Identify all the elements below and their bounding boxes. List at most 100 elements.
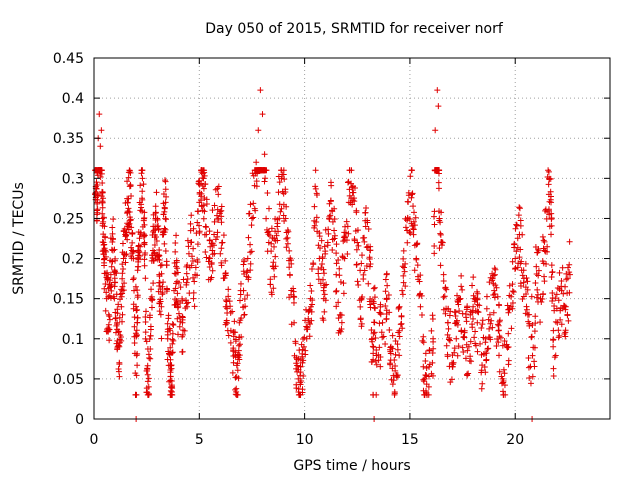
data-point — [420, 363, 427, 370]
data-point — [323, 281, 330, 288]
data-point — [397, 321, 404, 328]
data-point — [474, 295, 481, 302]
data-point — [278, 205, 285, 212]
data-point — [556, 332, 563, 339]
data-point — [548, 210, 555, 217]
data-point — [566, 261, 573, 268]
data-point — [396, 303, 403, 310]
data-point — [225, 293, 232, 300]
data-point — [111, 246, 118, 253]
data-point — [373, 361, 380, 368]
data-point — [122, 259, 129, 266]
data-point — [131, 314, 138, 321]
data-point — [554, 285, 561, 292]
data-point — [528, 333, 535, 340]
data-point — [402, 283, 409, 290]
data-point — [335, 315, 342, 322]
data-point — [370, 330, 377, 337]
data-point — [319, 253, 326, 260]
data-point — [458, 283, 465, 290]
data-point — [379, 334, 386, 341]
data-point — [306, 333, 313, 340]
data-point — [183, 270, 190, 277]
data-point — [248, 215, 255, 222]
data-point — [343, 218, 350, 225]
data-point — [545, 167, 552, 174]
data-point — [531, 328, 538, 335]
data-point — [123, 251, 130, 258]
data-point — [422, 350, 429, 357]
data-point — [158, 335, 165, 342]
data-point — [440, 271, 447, 278]
data-point — [100, 242, 107, 249]
data-point — [126, 220, 133, 227]
data-point — [373, 391, 380, 398]
data-point — [493, 343, 500, 350]
data-point — [176, 323, 183, 330]
data-point — [354, 227, 361, 234]
data-point — [169, 391, 176, 398]
data-point — [509, 281, 516, 288]
data-point — [526, 311, 533, 318]
data-point — [348, 167, 355, 174]
data-point — [554, 319, 561, 326]
y-tick-label: 0 — [75, 412, 84, 428]
data-point — [506, 282, 513, 289]
data-point — [134, 314, 141, 321]
data-point — [487, 336, 494, 343]
data-point — [380, 333, 387, 340]
data-point — [425, 373, 432, 380]
data-point — [562, 283, 569, 290]
data-point — [410, 226, 417, 233]
data-point — [389, 345, 396, 352]
data-point — [431, 250, 438, 257]
data-point — [538, 299, 545, 306]
data-point — [344, 179, 351, 186]
data-point — [139, 196, 146, 203]
data-point — [558, 278, 565, 285]
data-point — [350, 189, 357, 196]
data-point — [240, 261, 247, 268]
axes: 0 0.05 0.1 0.15 0.2 0.25 0.3 0.35 0.4 0.45 0 5 10 15 2… — [53, 51, 610, 448]
data-point — [504, 344, 511, 351]
data-point — [190, 245, 197, 252]
data-point — [150, 257, 157, 264]
data-point — [215, 191, 222, 198]
data-point — [109, 247, 116, 254]
data-point — [200, 202, 207, 209]
data-point — [475, 309, 482, 316]
data-point — [480, 351, 487, 358]
data-point — [451, 345, 458, 352]
data-point — [119, 270, 126, 277]
data-point — [460, 349, 467, 356]
data-point — [401, 264, 408, 271]
data-point — [420, 333, 427, 340]
data-point — [113, 322, 120, 329]
data-point — [564, 290, 571, 297]
data-point — [112, 270, 119, 277]
data-point — [263, 215, 270, 222]
data-point — [512, 265, 519, 272]
data-point — [557, 316, 564, 323]
data-point — [525, 354, 532, 361]
data-point — [119, 311, 126, 318]
data-point — [418, 312, 425, 319]
data-point — [542, 248, 549, 255]
data-point — [315, 266, 322, 273]
data-point — [232, 336, 239, 343]
data-point — [315, 276, 322, 283]
data-point — [367, 301, 374, 308]
data-point — [141, 221, 148, 228]
data-point — [561, 331, 568, 338]
data-point — [161, 225, 168, 232]
plot-frame — [93, 57, 611, 420]
data-point — [247, 267, 254, 274]
data-point — [478, 385, 485, 392]
data-point — [131, 323, 138, 330]
data-point — [437, 230, 444, 237]
data-point — [541, 278, 548, 285]
data-point — [124, 236, 131, 243]
data-point — [129, 239, 136, 246]
data-point — [196, 181, 203, 188]
data-point — [358, 320, 365, 327]
